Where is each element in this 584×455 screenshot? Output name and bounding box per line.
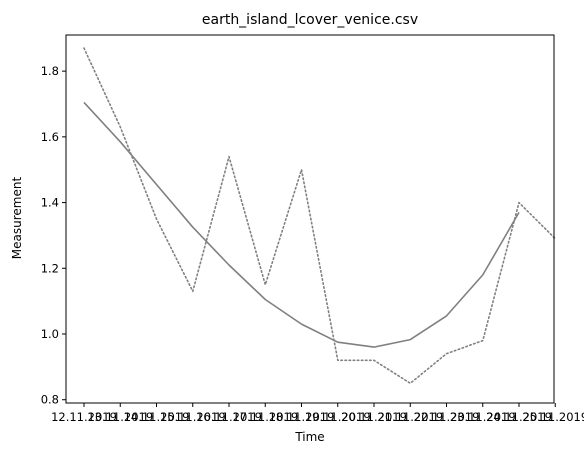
series-line-2-solid [83,101,520,348]
x-tick-label: 23.11.2019 [450,410,516,424]
x-tick-label: 21.11.2019 [377,410,443,424]
x-tick-label: 12.11.2019 [51,410,117,424]
y-tick-label: 1.6 [41,130,59,144]
x-tick-label: 20.11.2019 [341,410,407,424]
y-tick-label: 1.8 [41,64,59,78]
x-tick-label: 14.11.2019 [124,410,190,424]
y-tick-label: 1.0 [41,327,59,341]
x-tick-label: 17.11.2019 [232,410,298,424]
x-tick-label: 18.11.2019 [269,410,335,424]
series-line-1-dotted [83,47,557,385]
x-tick-label: 16.11.2019 [196,410,262,424]
x-tick-label: 22.11.2019 [414,410,480,424]
plot-area [83,47,557,385]
y-axis-label: Measurement [10,177,24,260]
x-tick-label: 13.11.2019 [87,410,153,424]
y-tick-label: 1.2 [41,261,59,275]
x-axis-ticks: 12.11.201913.11.201914.11.201915.11.2019… [51,403,584,424]
y-tick-label: 0.8 [41,393,59,407]
x-tick-label: 19.11.2019 [305,410,371,424]
chart-title: earth_island_lcover_venice.csv [202,12,418,28]
plot-frame [65,34,555,404]
x-axis-label: Time [294,430,324,444]
x-tick-label: 25.11.2019 [522,410,584,424]
x-tick-label: 24.11.2019 [486,410,552,424]
y-axis-ticks: 0.8 1.0 1.2 1.4 1.6 1.8 [41,64,66,407]
y-tick-label: 1.4 [41,196,59,210]
x-tick-label: 15.11.2019 [160,410,226,424]
